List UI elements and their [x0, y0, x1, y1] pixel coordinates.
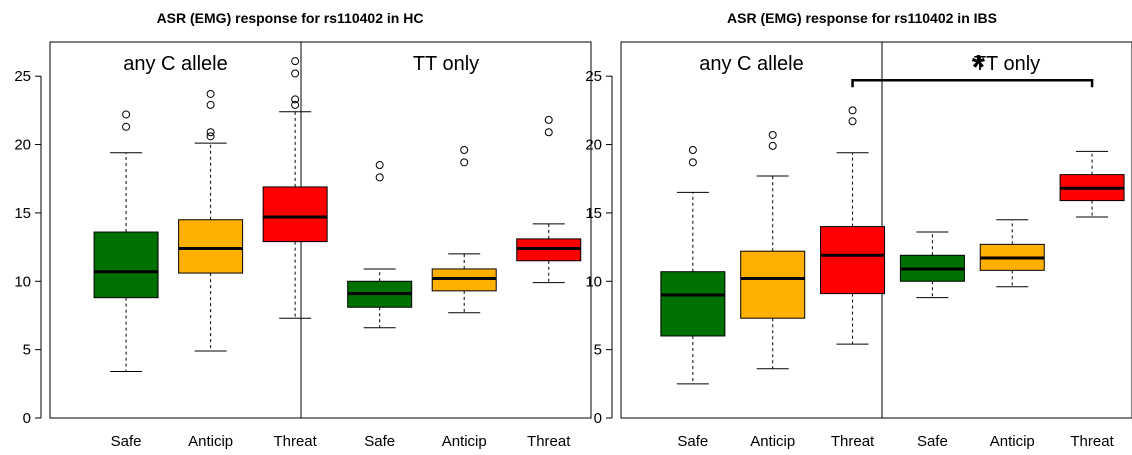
x-tick-label: Threat	[831, 433, 875, 450]
y-tick-label: 15	[14, 205, 31, 222]
significance-bracket	[851, 79, 1094, 88]
outlier-point	[544, 115, 553, 124]
outlier-point	[688, 146, 697, 155]
y-tick-label: 5	[594, 342, 602, 359]
x-tick-label: Anticip	[750, 433, 795, 450]
box-0	[93, 110, 159, 373]
x-tick-label: Threat	[1070, 433, 1114, 450]
outlier-point	[688, 158, 697, 167]
outlier-point	[544, 128, 553, 137]
outlier-point	[206, 89, 215, 98]
box-iqr	[93, 231, 159, 299]
box-4	[431, 146, 497, 314]
y-tick-label: 20	[14, 137, 31, 154]
panel-ibs: ASR (EMG) response for rs110402 in IBS 0…	[585, 10, 1132, 450]
significance-star: *	[972, 48, 986, 86]
y-tick-label: 15	[585, 205, 602, 222]
box-3	[899, 231, 965, 299]
y-tick-label: 0	[594, 410, 602, 427]
x-tick-label: Anticip	[442, 433, 487, 450]
outlier-point	[122, 122, 131, 131]
outlier-point	[206, 100, 215, 109]
outlier-point	[291, 95, 300, 104]
box-3	[347, 161, 413, 329]
x-tick-label: Safe	[364, 433, 395, 450]
y-tick-label: 25	[14, 68, 31, 85]
y-tick-label: 0	[23, 410, 31, 427]
group-label-any-c-allele: any C allele	[123, 53, 228, 75]
outlier-point	[460, 146, 469, 155]
x-tick-label: Anticip	[188, 433, 233, 450]
box-2	[820, 106, 886, 345]
chart-title-ibs: ASR (EMG) response for rs110402 in IBS	[727, 10, 997, 26]
outlier-point	[848, 117, 857, 126]
y-tick-label: 20	[585, 137, 602, 154]
box-iqr	[178, 219, 244, 274]
outlier-point	[291, 57, 300, 66]
outlier-point	[375, 173, 384, 182]
group-label-any-c-allele: any C allele	[699, 53, 804, 75]
outlier-point	[206, 132, 215, 141]
box-1	[740, 130, 806, 370]
y-tick-label: 25	[585, 68, 602, 85]
outlier-point	[460, 158, 469, 167]
box-4	[979, 219, 1045, 288]
x-tick-label: Safe	[677, 433, 708, 450]
box-5	[516, 115, 582, 284]
panel-hc: ASR (EMG) response for rs110402 in HC 0 5…	[14, 10, 592, 450]
group-label-tt-only: TT only	[413, 53, 479, 75]
x-tick-label: Anticip	[990, 433, 1035, 450]
box-iqr	[262, 186, 328, 243]
box-2	[262, 57, 328, 319]
box-iqr	[820, 226, 886, 295]
y-tick-label: 10	[585, 273, 602, 290]
chart-title-hc: ASR (EMG) response for rs110402 in HC	[157, 10, 424, 26]
x-tick-label: Safe	[111, 433, 142, 450]
y-tick-label: 5	[23, 342, 31, 359]
outlier-point	[206, 128, 215, 137]
outlier-point	[375, 161, 384, 170]
outlier-point	[122, 110, 131, 119]
plot-frame	[49, 41, 592, 419]
x-tick-label: Threat	[273, 433, 317, 450]
box-0	[660, 146, 726, 385]
plot-frame	[620, 41, 1132, 419]
y-tick-label: 10	[14, 273, 31, 290]
outlier-point	[291, 69, 300, 78]
box-5	[1059, 150, 1125, 218]
outlier-point	[291, 100, 300, 109]
box-iqr	[740, 250, 806, 319]
outlier-point	[768, 141, 777, 150]
outlier-point	[848, 106, 857, 115]
box-1	[178, 89, 244, 352]
x-tick-label: Threat	[527, 433, 571, 450]
box-iqr	[660, 271, 726, 337]
group-label-tt-only: TT only	[974, 53, 1040, 75]
outlier-point	[768, 130, 777, 139]
x-tick-label: Safe	[917, 433, 948, 450]
